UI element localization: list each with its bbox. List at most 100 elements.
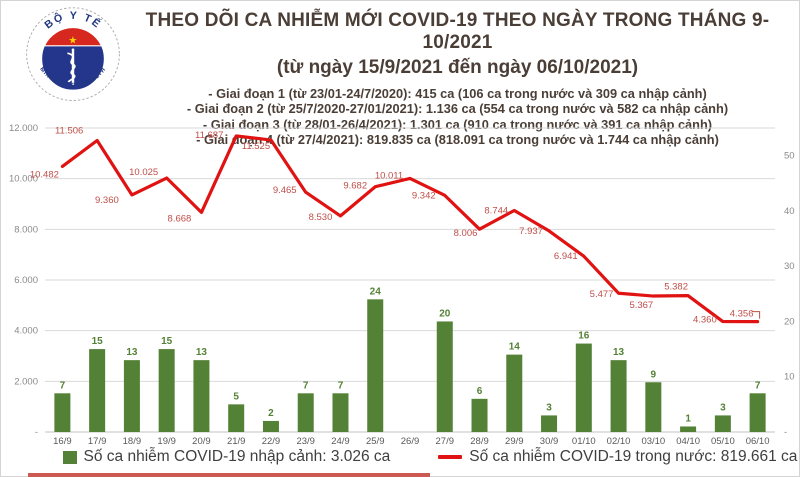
bar-value-label: 24 bbox=[370, 286, 382, 297]
x-axis-label: 04/10 bbox=[676, 436, 700, 447]
left-axis-tick-label: 10.000 bbox=[9, 174, 38, 185]
bar-value-label: 9 bbox=[651, 369, 657, 380]
bar-value-label: 15 bbox=[92, 336, 104, 347]
bar-30/9 bbox=[541, 415, 558, 432]
bar-value-label: 5 bbox=[233, 391, 239, 402]
left-axis-tick-label: - bbox=[35, 427, 38, 438]
x-axis-label: 25/9 bbox=[366, 436, 385, 447]
x-axis-label: 18/9 bbox=[123, 436, 142, 447]
line-point-label: 4.360 bbox=[693, 315, 717, 326]
bar-value-label: 7 bbox=[755, 380, 761, 391]
x-axis-label: 01/10 bbox=[572, 436, 596, 447]
x-axis-label: 06/10 bbox=[746, 436, 770, 447]
line-point-label: 8.006 bbox=[454, 228, 478, 239]
bar-27/9 bbox=[436, 321, 453, 432]
right-axis-tick-label: 50 bbox=[784, 151, 795, 162]
page-title: THEO DÕI CA NHIỄM MỚI COVID-19 THEO NGÀY… bbox=[145, 10, 770, 53]
line-point-label: 8.668 bbox=[168, 213, 192, 224]
left-axis-tick-label: 4.000 bbox=[14, 326, 38, 337]
line-point-label: 5.382 bbox=[664, 282, 688, 293]
left-axis-tick-label: 2.000 bbox=[14, 376, 38, 387]
right-axis-tick-label: 30 bbox=[784, 261, 795, 272]
bar-22/9 bbox=[262, 420, 279, 432]
legend-item-imported: Số ca nhiễm COVID-19 nhập cảnh: 3.026 ca bbox=[62, 448, 391, 466]
ministry-of-health-logo: BỘ Y TẾ ★ MINISTRY OF HEALTH bbox=[26, 7, 120, 101]
line-point-label: 9.465 bbox=[273, 185, 297, 196]
x-axis-label: 28/9 bbox=[470, 436, 489, 447]
bar-05/10 bbox=[714, 415, 731, 432]
header: THEO DÕI CA NHIỄM MỚI COVID-19 THEO NGÀY… bbox=[125, 10, 790, 148]
legend-domestic-label: Số ca nhiễm COVID-19 trong nước: 819.661… bbox=[469, 448, 798, 465]
x-axis-label: 20/9 bbox=[192, 436, 211, 447]
x-axis-label: 22/9 bbox=[262, 436, 281, 447]
bar-04/10 bbox=[680, 426, 697, 432]
bar-19/9 bbox=[158, 349, 175, 432]
bar-value-label: 7 bbox=[338, 380, 344, 391]
x-axis-label: 17/9 bbox=[88, 436, 107, 447]
left-axis-tick-label: 6.000 bbox=[14, 275, 38, 286]
bar-value-label: 7 bbox=[60, 380, 66, 391]
line-point-label: 9.682 bbox=[343, 181, 367, 192]
bar-value-label: 3 bbox=[720, 402, 726, 413]
bar-17/9 bbox=[89, 349, 106, 432]
x-axis-label: 29/9 bbox=[505, 436, 524, 447]
legend-item-domestic: Số ca nhiễm COVID-19 trong nước: 819.661… bbox=[438, 448, 797, 466]
bar-value-label: 6 bbox=[477, 386, 483, 397]
line-point-label: 5.367 bbox=[629, 300, 653, 311]
x-axis-label: 23/9 bbox=[296, 436, 315, 447]
line-point-label: 8.744 bbox=[484, 205, 508, 216]
logo-snake-icon bbox=[67, 52, 76, 83]
x-axis-label: 16/9 bbox=[53, 436, 72, 447]
bar-value-label: 14 bbox=[509, 342, 521, 353]
bar-value-label: 13 bbox=[126, 347, 138, 358]
right-axis-tick-label: 10 bbox=[784, 372, 795, 383]
bar-21/9 bbox=[228, 404, 245, 432]
line-point-label: 7.937 bbox=[519, 226, 543, 237]
bottom-banner-edge bbox=[28, 473, 430, 477]
line-point-label: 9.342 bbox=[412, 190, 436, 201]
line-point-label: 4.356 bbox=[730, 309, 754, 320]
line-point-label: 5.477 bbox=[590, 289, 614, 300]
bar-29/9 bbox=[506, 354, 523, 432]
right-axis-tick-label: 40 bbox=[784, 206, 795, 217]
domestic-line-swatch-icon bbox=[438, 455, 463, 459]
line-point-label: 10.011 bbox=[375, 170, 403, 181]
bar-value-label: 15 bbox=[161, 336, 173, 347]
bar-18/9 bbox=[123, 360, 140, 432]
bar-value-label: 16 bbox=[578, 331, 590, 342]
logo-red-cap bbox=[43, 27, 103, 47]
x-axis-label: 30/9 bbox=[540, 436, 559, 447]
bar-25/9 bbox=[367, 299, 384, 432]
bar-20/9 bbox=[193, 360, 210, 432]
x-axis-label: 21/9 bbox=[227, 436, 246, 447]
bar-16/9 bbox=[54, 393, 71, 432]
bar-value-label: 20 bbox=[439, 308, 451, 319]
bar-28/9 bbox=[471, 398, 488, 432]
line-point-label: 9.360 bbox=[95, 195, 119, 206]
x-axis-label: 19/9 bbox=[157, 436, 176, 447]
line-point-label: 10.025 bbox=[129, 167, 158, 178]
line-point-label: 11.525 bbox=[242, 141, 270, 152]
right-axis-tick-label: - bbox=[784, 427, 787, 438]
line-point-label: 11.506 bbox=[55, 126, 83, 137]
left-axis-tick-label: 12.000 bbox=[9, 123, 38, 134]
legend-imported-label: Số ca nhiễm COVID-19 nhập cảnh: 3.026 ca bbox=[83, 448, 391, 465]
line-point-label: 11.687 bbox=[195, 130, 223, 141]
bar-value-label: 3 bbox=[546, 402, 552, 413]
x-axis-label: 03/10 bbox=[641, 436, 665, 447]
bar-06/10 bbox=[749, 393, 766, 432]
x-axis-label: 26/9 bbox=[401, 436, 420, 447]
right-axis-tick-label: 20 bbox=[784, 316, 795, 327]
chart-legend: Số ca nhiễm COVID-19 nhập cảnh: 3.026 ca… bbox=[0, 448, 800, 466]
bar-24/9 bbox=[332, 393, 349, 432]
bar-value-label: 1 bbox=[685, 413, 691, 424]
line-point-label: 8.530 bbox=[309, 212, 333, 223]
x-axis-label: 02/10 bbox=[607, 436, 631, 447]
bar-23/9 bbox=[297, 393, 314, 432]
phase-4-summary: - Giai đoạn 4 (từ 27/4/2021): 819.835 ca… bbox=[196, 132, 719, 148]
left-axis-tick-label: 8.000 bbox=[14, 224, 38, 235]
logo-star-icon: ★ bbox=[68, 35, 77, 46]
bar-value-label: 2 bbox=[268, 408, 274, 419]
bar-value-label: 13 bbox=[613, 347, 625, 358]
